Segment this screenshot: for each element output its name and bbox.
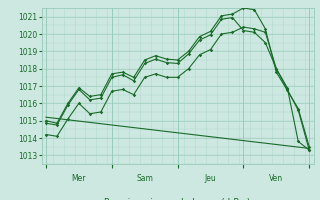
Text: Mer: Mer: [72, 174, 86, 183]
Text: Pression niveau de la mer( hPa ): Pression niveau de la mer( hPa ): [104, 198, 251, 200]
Text: Ven: Ven: [269, 174, 284, 183]
Text: Jeu: Jeu: [204, 174, 216, 183]
Text: Sam: Sam: [136, 174, 153, 183]
